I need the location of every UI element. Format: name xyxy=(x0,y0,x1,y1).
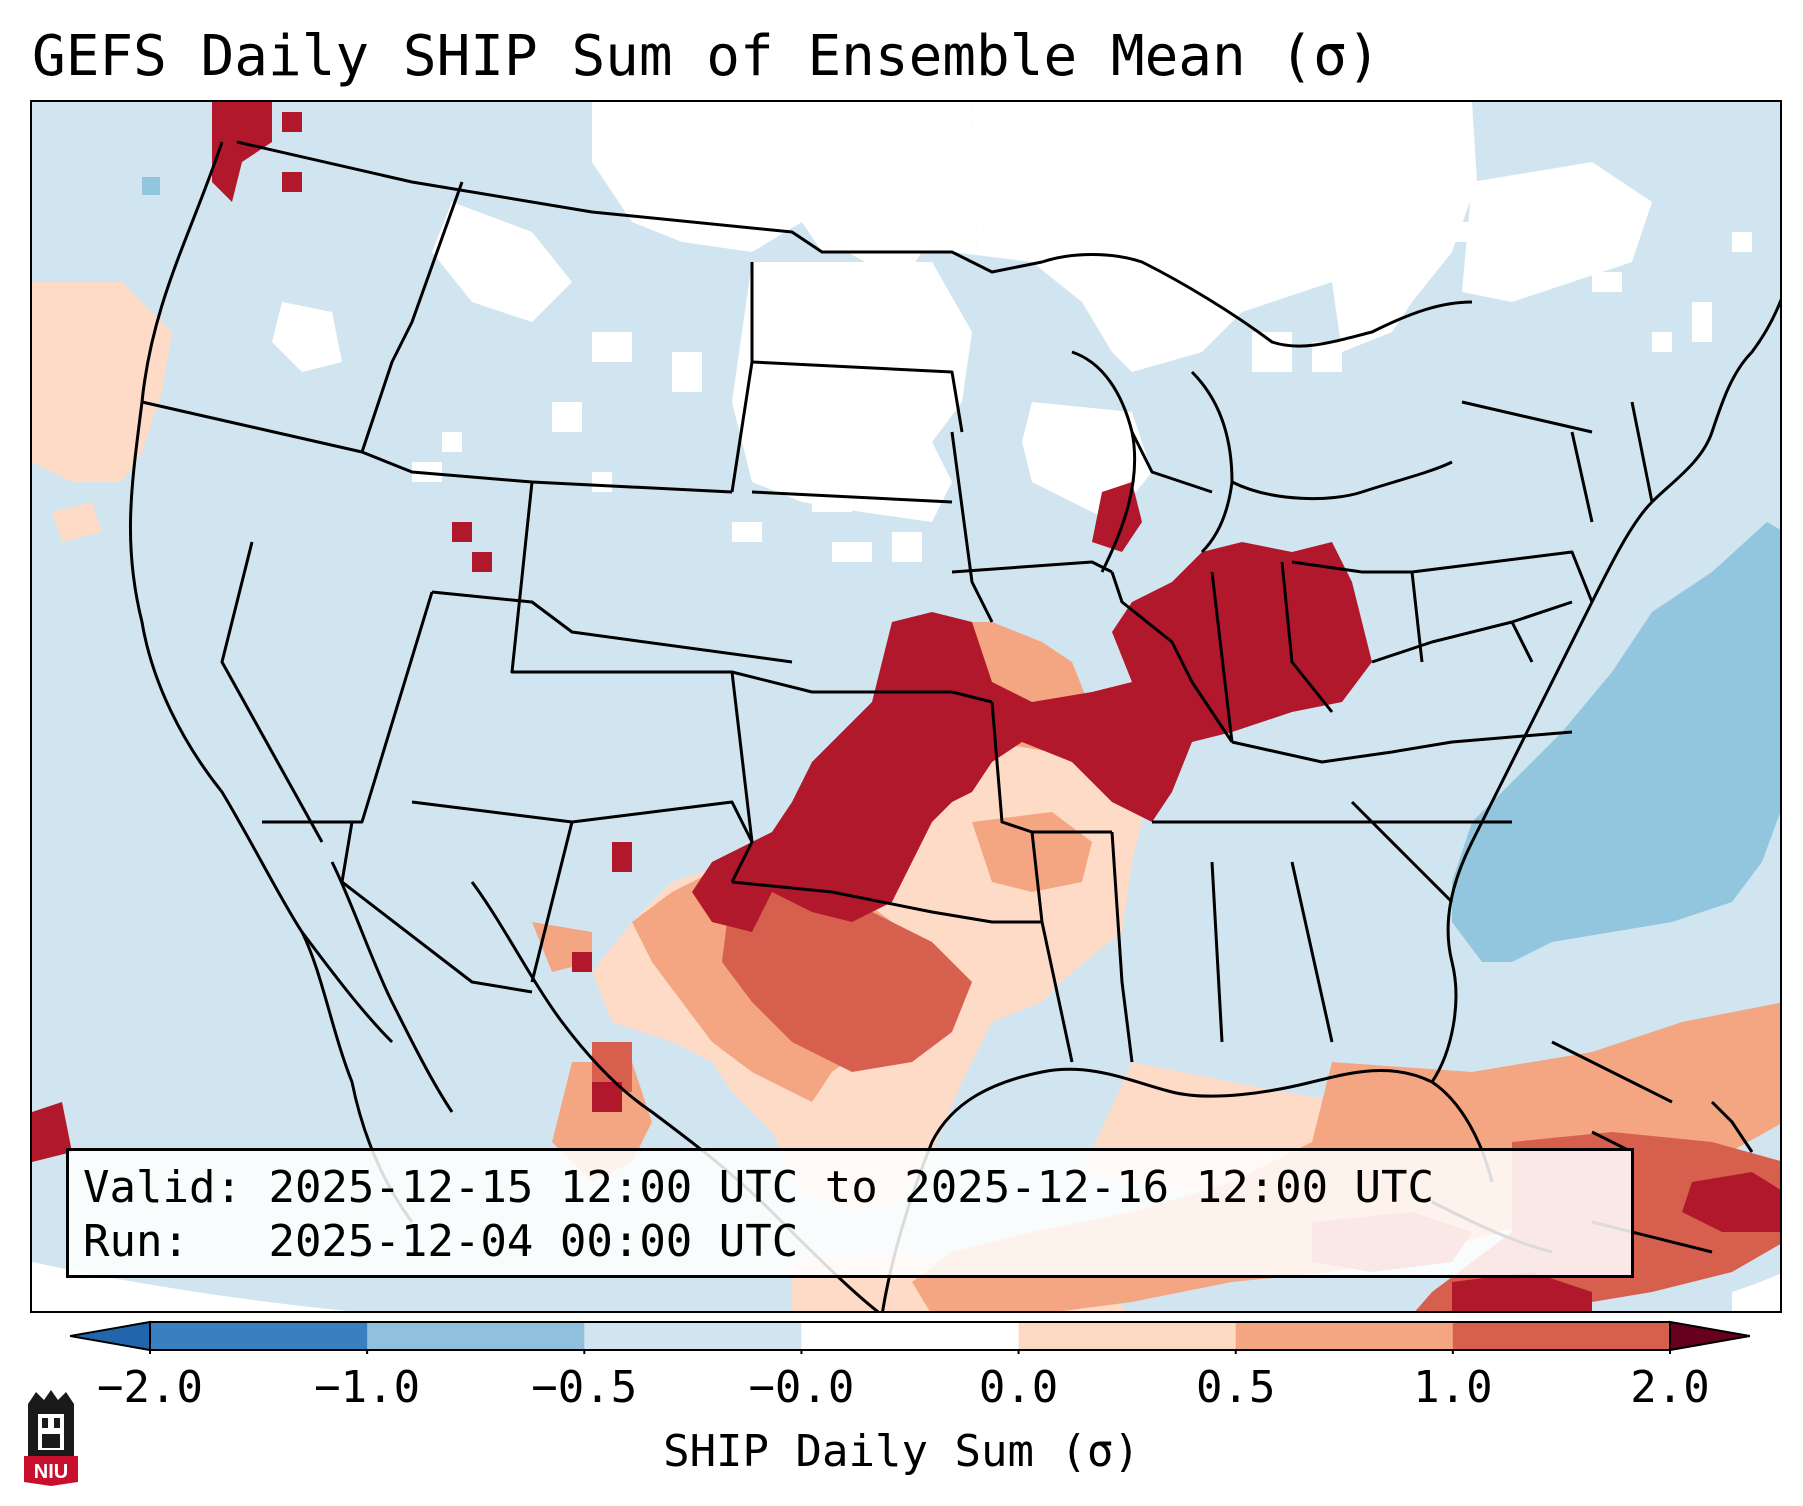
projection-edge-lower-left xyxy=(32,1262,348,1311)
run-label: Run: xyxy=(83,1216,189,1267)
positive-anomaly-extreme xyxy=(32,102,1780,1311)
state-boundaries xyxy=(128,140,1780,1311)
colorbar-segment xyxy=(584,1322,802,1350)
colorbar-segment xyxy=(367,1322,585,1350)
niu-logo: NIU xyxy=(24,1390,78,1486)
colorbar-extend-left xyxy=(70,1320,151,1352)
valid-label: Valid: xyxy=(83,1162,242,1213)
logo-text: NIU xyxy=(34,1461,68,1483)
near-zero-areas xyxy=(272,102,1652,522)
negative-anomaly-speck xyxy=(142,177,160,195)
colorbar-tick-label: −0.5 xyxy=(531,1362,638,1413)
run-value: 2025-12-04 00:00 UTC xyxy=(268,1216,799,1267)
colorbar-segment xyxy=(1018,1322,1237,1350)
colorbar-extend-right xyxy=(1669,1320,1750,1352)
valid-value: 2025-12-15 12:00 UTC to 2025-12-16 12:00… xyxy=(268,1162,1435,1213)
colorbar-tick-label: −1.0 xyxy=(314,1362,421,1413)
colorbar-segment xyxy=(1235,1322,1454,1350)
colorbar xyxy=(70,1320,1750,1354)
colorbar-segment xyxy=(150,1322,368,1350)
colorbar-tick-label: 0.0 xyxy=(978,1362,1059,1413)
colorbar-segments xyxy=(149,1321,1671,1351)
map-canvas xyxy=(32,102,1780,1311)
colorbar-tick-label: 2.0 xyxy=(1630,1362,1710,1413)
near-zero-speckles xyxy=(412,222,1752,562)
negative-anomaly-atlantic xyxy=(1452,522,1780,962)
colorbar-tick-label: 1.0 xyxy=(1413,1362,1493,1413)
colorbar-tick-label: −2.0 xyxy=(97,1362,203,1413)
colorbar-tick-label: 0.5 xyxy=(1195,1362,1276,1413)
colorbar-segment xyxy=(1452,1322,1671,1350)
colorbar-ticks xyxy=(149,1350,1671,1354)
colorbar-tick-label: −0.0 xyxy=(748,1362,855,1413)
colorbar-segment xyxy=(801,1322,1020,1350)
colorbar-label: SHIP Daily Sum (σ) xyxy=(663,1426,1140,1477)
valid-run-infobox: Valid: 2025-12-15 12:00 UTC to 2025-12-1… xyxy=(66,1148,1634,1278)
map-title: GEFS Daily SHIP Sum of Ensemble Mean (σ) xyxy=(32,24,1381,89)
map-panel xyxy=(30,100,1782,1313)
projection-edge-lower-right xyxy=(1732,1273,1780,1311)
